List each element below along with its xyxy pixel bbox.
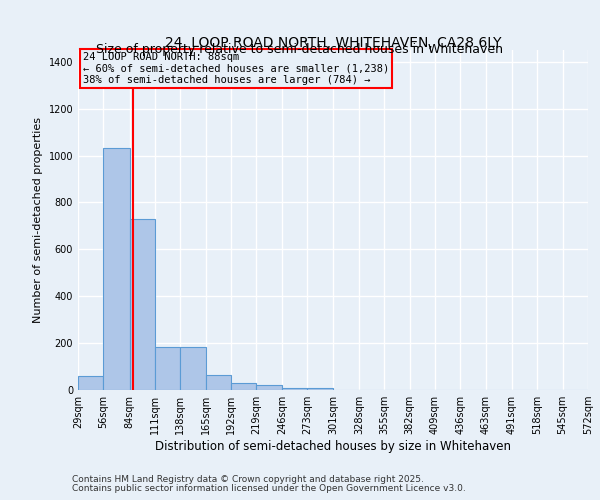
Text: 24 LOOP ROAD NORTH: 88sqm
← 60% of semi-detached houses are smaller (1,238)
38% : 24 LOOP ROAD NORTH: 88sqm ← 60% of semi-… <box>83 52 389 85</box>
Bar <box>206 375 231 390</box>
Bar <box>103 148 130 390</box>
Bar <box>155 346 181 390</box>
Bar <box>78 376 103 390</box>
Text: Contains public sector information licensed under the Open Government Licence v3: Contains public sector information licen… <box>72 484 466 493</box>
Title: 24, LOOP ROAD NORTH, WHITEHAVEN, CA28 6LY: 24, LOOP ROAD NORTH, WHITEHAVEN, CA28 6L… <box>165 36 501 50</box>
X-axis label: Distribution of semi-detached houses by size in Whitehaven: Distribution of semi-detached houses by … <box>155 440 511 453</box>
Bar <box>181 346 206 390</box>
Bar <box>282 388 307 390</box>
Bar <box>307 388 334 390</box>
Bar <box>231 383 256 390</box>
Text: Size of property relative to semi-detached houses in Whitehaven: Size of property relative to semi-detach… <box>97 42 503 56</box>
Text: Contains HM Land Registry data © Crown copyright and database right 2025.: Contains HM Land Registry data © Crown c… <box>72 476 424 484</box>
Bar <box>256 386 282 390</box>
Y-axis label: Number of semi-detached properties: Number of semi-detached properties <box>33 117 43 323</box>
Bar <box>130 219 155 390</box>
